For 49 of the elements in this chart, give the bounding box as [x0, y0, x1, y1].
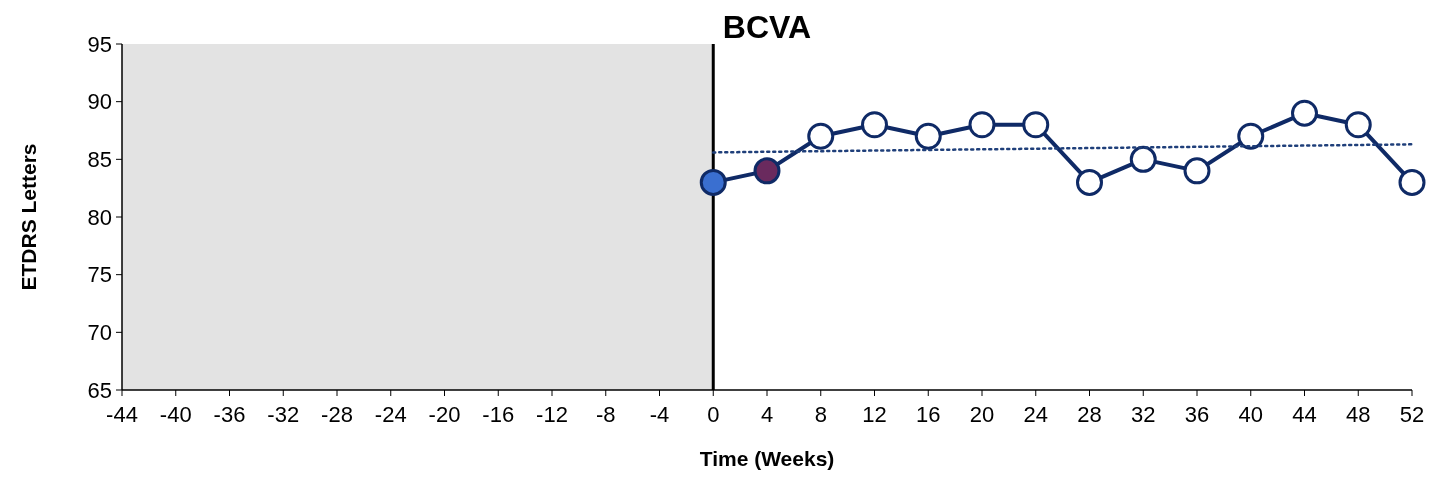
y-tick-label: 85 — [87, 147, 112, 173]
x-tick-label: 20 — [969, 402, 995, 427]
y-axis-title: ETDRS Letters — [17, 143, 40, 291]
x-tick-label: -40 — [159, 402, 192, 427]
point — [1291, 99, 1318, 127]
y-tick-label: 80 — [87, 204, 112, 230]
y-tick-label: 95 — [87, 31, 112, 57]
x-tick-label: 0 — [707, 402, 720, 427]
point — [1183, 157, 1211, 185]
point — [753, 157, 781, 185]
x-tick-label: 12 — [862, 402, 887, 427]
point — [1344, 111, 1372, 139]
y-tick-label: 90 — [87, 89, 112, 115]
point — [968, 111, 996, 139]
x-tick-label: 44 — [1292, 402, 1317, 427]
x-tick-label: 8 — [814, 402, 827, 427]
x-tick-label: -44 — [106, 402, 138, 427]
point — [1237, 122, 1265, 150]
x-tick-label: -12 — [536, 402, 568, 427]
x-tick-label: 52 — [1399, 402, 1425, 427]
x-tick-label: 48 — [1346, 402, 1371, 427]
x-tick-label: 16 — [916, 402, 941, 427]
x-tick-label: -20 — [428, 402, 461, 427]
point — [1076, 168, 1103, 196]
point — [1022, 111, 1050, 139]
x-tick-label: 4 — [760, 402, 774, 427]
x-tick-label: 36 — [1184, 402, 1210, 427]
point — [699, 168, 727, 196]
x-tick-label: -4 — [649, 402, 670, 427]
point — [807, 122, 835, 150]
x-axis-title: Time (Weeks) — [699, 447, 835, 470]
x-tick-label: 32 — [1131, 402, 1156, 427]
x-tick-label: -28 — [321, 402, 353, 427]
chart-title: BCVA — [722, 9, 812, 45]
point — [914, 122, 942, 150]
x-tick-label: 40 — [1238, 402, 1263, 427]
point — [1129, 145, 1157, 173]
x-tick-label: -36 — [213, 402, 246, 427]
x-tick-label: 24 — [1023, 402, 1048, 427]
point — [861, 111, 888, 139]
y-tick-label: 75 — [87, 262, 112, 288]
y-tick-label: 65 — [87, 377, 112, 403]
x-tick-label: 28 — [1077, 402, 1102, 427]
x-tick-label: -16 — [482, 402, 515, 427]
x-tick-label: -32 — [267, 402, 300, 427]
x-tick-label: -8 — [595, 402, 616, 427]
point — [1398, 168, 1426, 196]
x-tick-label: -24 — [374, 402, 407, 427]
y-tick-label: 70 — [87, 320, 112, 346]
